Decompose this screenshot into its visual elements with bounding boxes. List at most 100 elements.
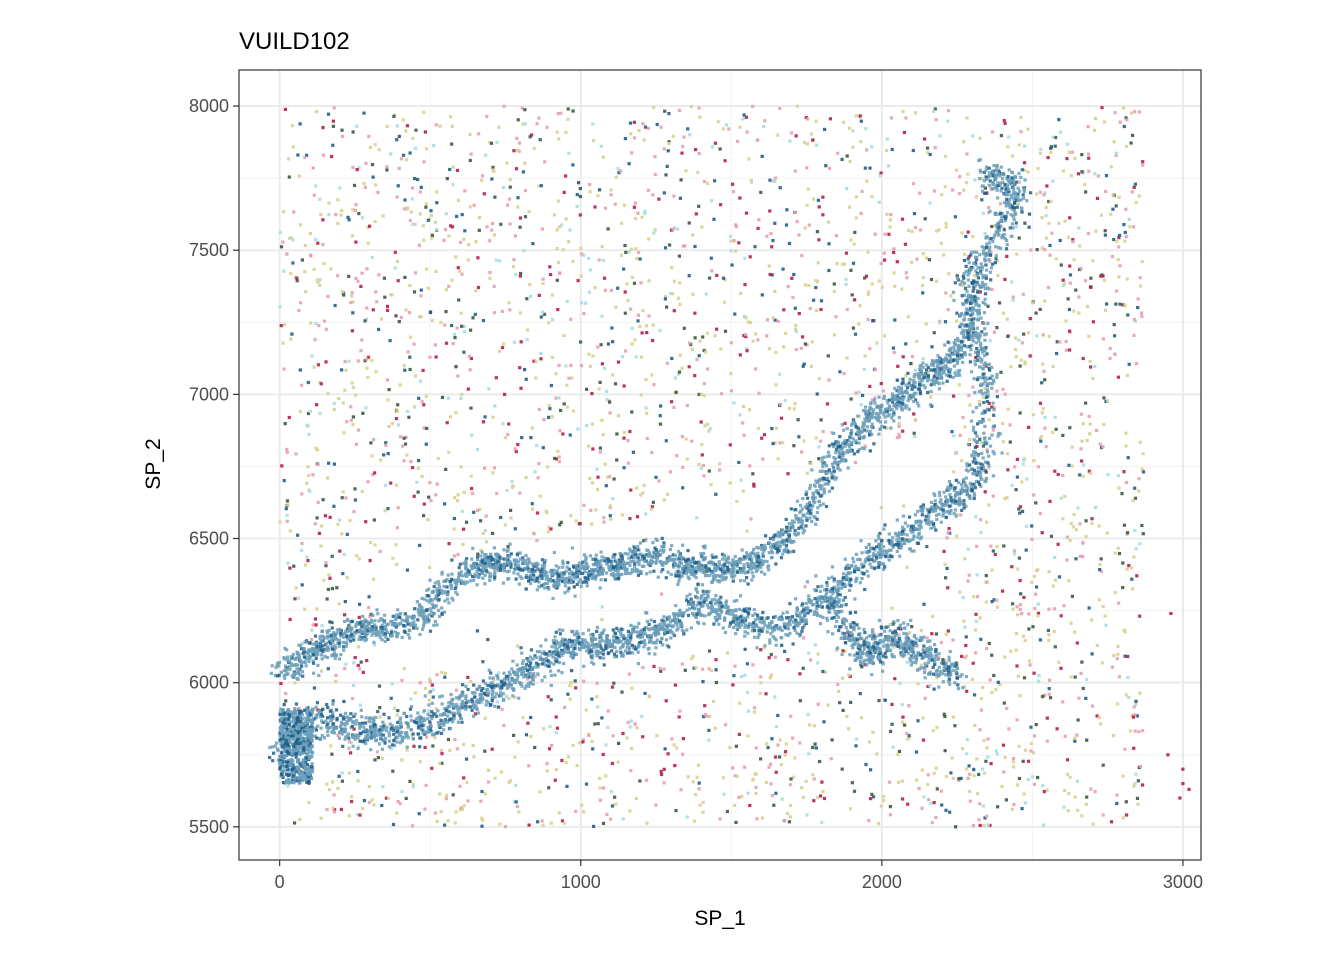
scatter-point [509,516,513,520]
channel-point [584,640,589,644]
scatter-point [770,245,774,249]
scatter-point [985,746,989,750]
channel-point [382,712,386,716]
scatter-point [453,821,457,825]
scatter-point [314,237,318,241]
scatter-point [697,204,701,208]
scatter-point [332,462,336,466]
channel-point [625,651,630,655]
scatter-point [579,364,584,368]
scatter-point [497,125,501,129]
scatter-point [641,309,645,313]
scatter-point [1084,696,1088,700]
channel-point [957,480,961,485]
scatter-point [1093,364,1097,368]
scatter-point [718,817,722,821]
scatter-point [338,549,342,553]
scatter-point [445,421,449,425]
channel-point [397,727,401,731]
scatter-point [928,201,932,205]
scatter-point [676,372,680,376]
channel-point [581,641,585,645]
channel-point [481,679,485,683]
channel-point [457,697,461,701]
scatter-point [303,270,307,274]
scatter-point [788,139,792,143]
channel-point [381,738,385,742]
channel-point [573,642,577,646]
scatter-point [701,667,705,671]
channel-point [426,712,430,716]
scatter-point [516,740,520,744]
channel-point [928,520,932,524]
scatter-point [537,293,541,297]
channel-point [987,171,991,175]
scatter-point [336,786,340,790]
scatter-point [303,563,308,567]
channel-point [1013,191,1017,195]
scatter-point [351,385,355,389]
scatter-point [403,207,407,211]
scatter-point [852,242,856,246]
channel-point [902,532,906,536]
scatter-point [553,778,557,782]
scatter-point [393,266,397,270]
scatter-point [588,183,592,187]
scatter-point [1031,751,1036,755]
scatter-point [347,771,352,775]
channel-point [654,646,658,650]
scatter-point [616,286,620,290]
scatter-point [362,182,366,186]
scatter-point [413,222,417,226]
scatter-point [687,221,691,225]
scatter-point [801,364,805,368]
scatter-point [982,395,986,399]
scatter-point [524,587,528,591]
scatter-point [405,124,409,128]
scatter-point [405,748,409,752]
channel-point [451,702,455,707]
scatter-point [891,346,895,350]
scatter-point [1021,292,1025,296]
scatter-point [582,503,586,507]
scatter-point [1080,814,1084,818]
scatter-point [559,408,563,413]
scatter-point [634,247,638,251]
channel-point [743,625,747,629]
scatter-point [594,508,598,512]
scatter-point [424,686,428,691]
scatter-point [1026,759,1031,763]
channel-point [991,474,995,478]
scatter-point [1084,802,1088,806]
channel-point [705,603,709,607]
channel-point [988,209,992,213]
scatter-point [841,262,845,266]
scatter-point [1016,202,1020,206]
scatter-point [464,520,469,524]
scatter-point [824,670,828,674]
scatter-point [424,205,428,209]
scatter-point [568,433,572,437]
channel-point [1009,193,1013,197]
scatter-point [697,106,701,110]
channel-point [543,675,547,679]
channel-point [997,233,1001,237]
channel-point [787,616,791,620]
channel-point [561,651,565,656]
scatter-point [342,431,346,435]
scatter-point [961,416,965,420]
channel-point [950,500,954,505]
scatter-point [550,318,555,322]
scatter-point [967,764,971,768]
channel-point [732,618,736,622]
scatter-point [481,420,486,424]
scatter-point [332,407,336,411]
scatter-point [510,479,514,484]
channel-point [364,741,368,746]
scatter-point [808,723,812,727]
scatter-point [765,318,769,322]
scatter-point [958,590,962,594]
scatter-point [1017,507,1021,511]
scatter-point [998,682,1002,687]
scatter-point [925,636,929,640]
